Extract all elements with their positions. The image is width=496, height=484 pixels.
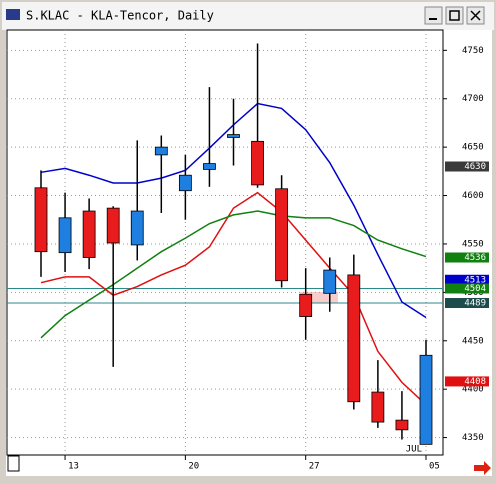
price-tag-label: 4489: [464, 299, 486, 309]
y-tick-label: 4400: [462, 385, 484, 395]
candle-body: [106, 207, 120, 244]
price-tag: [445, 283, 489, 294]
price-tag: [445, 252, 489, 263]
month-label: JUL: [406, 445, 422, 455]
window-buttons[interactable]: [424, 6, 485, 25]
candle-body: [178, 174, 192, 192]
y-tick-label: 4750: [462, 46, 484, 56]
price-tag-label: 4630: [464, 162, 486, 172]
candle-body: [227, 134, 240, 138]
price-tag: [445, 274, 489, 285]
candle-body: [58, 217, 72, 254]
price-tag: [445, 161, 489, 172]
maximize-icon: [449, 10, 460, 21]
candle-body: [34, 187, 48, 253]
price-tag-label: 4504: [464, 284, 486, 294]
candle-body: [275, 188, 289, 282]
close-icon: [470, 10, 481, 21]
candle-body: [130, 210, 144, 246]
scroll-box[interactable]: [7, 455, 20, 472]
price-tag-label: 4536: [464, 253, 486, 263]
app-icon: [6, 9, 20, 20]
x-tick-label: 13: [68, 462, 79, 472]
y-tick-label: 4600: [462, 191, 484, 201]
price-tag: [445, 376, 489, 387]
y-tick-label: 4550: [462, 239, 484, 249]
y-tick-label: 4350: [462, 433, 484, 443]
candle-body: [251, 140, 264, 186]
candle-body: [371, 391, 385, 423]
candle-body: [323, 269, 337, 294]
y-tick-label: 4450: [462, 336, 484, 346]
y-tick-label: 4700: [462, 94, 484, 104]
candle-body: [347, 274, 361, 403]
x-tick-label: 20: [188, 462, 199, 472]
candle-body: [154, 146, 168, 156]
price-tag-label: 4513: [464, 275, 486, 285]
candle-body: [419, 354, 433, 445]
plot-layer: 4350440044504500455046004650470047501320…: [7, 30, 489, 472]
candle-body: [395, 419, 409, 431]
price-tag-label: 4408: [464, 377, 486, 387]
scroll-arrow[interactable]: [474, 461, 491, 475]
candle-body: [82, 210, 96, 258]
moving-average: [40, 210, 427, 339]
y-tick-label: 4650: [462, 143, 484, 153]
minimize-button[interactable]: [424, 6, 443, 25]
x-tick-label: 05: [429, 462, 440, 472]
price-tag: [445, 298, 489, 309]
title-bar: [2, 2, 494, 30]
highlight: [300, 292, 338, 303]
candle-body: [299, 293, 313, 317]
x-tick-label: 27: [309, 462, 320, 472]
maximize-button[interactable]: [445, 6, 464, 25]
chart-title: S.KLAC - KLA-Tencor, Daily: [26, 9, 214, 23]
candle-body: [203, 163, 216, 170]
plot-area: [6, 29, 444, 456]
